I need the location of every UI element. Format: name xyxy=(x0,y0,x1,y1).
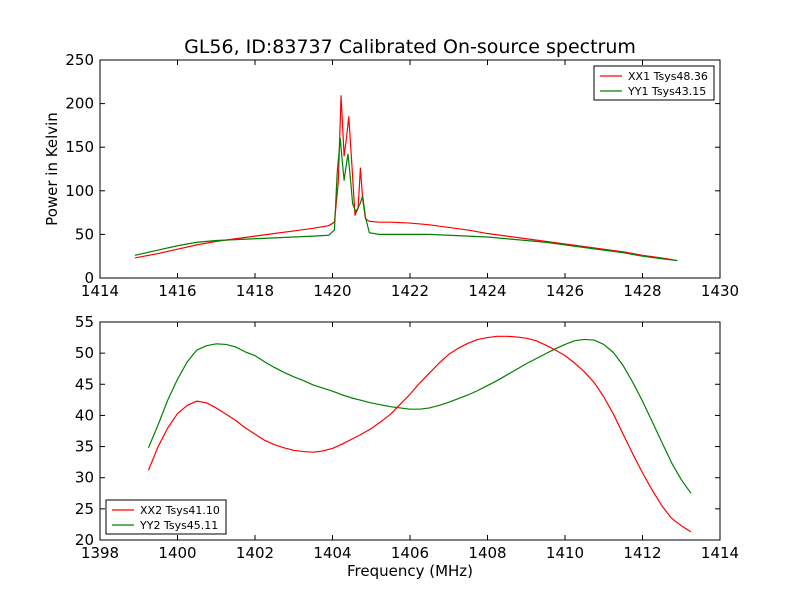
y-tick-label: 0 xyxy=(84,269,94,287)
x-tick-label: 1408 xyxy=(468,544,506,562)
x-tick-label: 1426 xyxy=(546,282,584,300)
series-line-yy xyxy=(147,338,692,494)
legend-entry: YY1 Tsys43.15 xyxy=(627,85,706,98)
y-tick-label: 30 xyxy=(75,469,94,487)
y-tick-label: 200 xyxy=(65,95,94,113)
x-tick-label: 1416 xyxy=(158,282,196,300)
x-axis-label: Frequency (MHz) xyxy=(347,562,473,580)
y-tick-label: 55 xyxy=(75,313,94,331)
y-tick-label: 50 xyxy=(75,225,94,243)
x-tick-label: 1412 xyxy=(623,544,661,562)
series-group xyxy=(147,335,692,533)
legend-box xyxy=(105,499,227,535)
x-tick-label: 1406 xyxy=(391,544,429,562)
x-tick-label: 1422 xyxy=(391,282,429,300)
y-tick-label: 100 xyxy=(65,182,94,200)
series-group xyxy=(134,95,678,262)
x-tick-label: 1414 xyxy=(81,282,119,300)
x-tick-label: 1430 xyxy=(701,282,739,300)
series-line-yy xyxy=(134,137,678,262)
y-tick-label: 250 xyxy=(65,51,94,69)
y-tick-label: 45 xyxy=(75,375,94,393)
top-panel: 1414 1416 1418 1420 1422 1424 1426 1428 1430 0 50 1… xyxy=(43,51,739,300)
x-tick-label: 1414 xyxy=(701,544,739,562)
legend-box xyxy=(593,65,715,101)
y-tick-label: 35 xyxy=(75,438,94,456)
x-tick-label: 1402 xyxy=(236,544,274,562)
y-tick-label: 40 xyxy=(75,406,94,424)
legend-entry: XX2 Tsys41.10 xyxy=(140,504,220,517)
series-line-xx xyxy=(134,95,678,262)
x-tick-label: 1420 xyxy=(313,282,351,300)
y-tick-label: 50 xyxy=(75,344,94,362)
y-tick-label: 20 xyxy=(75,531,94,549)
x-tick-label: 1398 xyxy=(81,544,119,562)
bottom-panel: 1398 1400 1402 1404 1406 1408 1410 1412 1414 20 25… xyxy=(75,313,739,580)
legend-entry: YY2 Tsys45.11 xyxy=(139,519,218,532)
y-axis-label: Power in Kelvin xyxy=(43,112,61,226)
y-tick-label: 150 xyxy=(65,138,94,156)
x-tick-label: 1428 xyxy=(623,282,661,300)
x-tick-label: 1404 xyxy=(313,544,351,562)
x-tick-label: 1418 xyxy=(236,282,274,300)
figure-title: GL56, ID:83737 Calibrated On-source spec… xyxy=(184,36,636,58)
x-tick-label: 1424 xyxy=(468,282,506,300)
y-tick-label: 25 xyxy=(75,500,94,518)
x-tick-label: 1410 xyxy=(546,544,584,562)
legend: XX2 Tsys41.10 YY2 Tsys45.11 xyxy=(105,499,227,535)
x-tick-label: 1400 xyxy=(158,544,196,562)
legend: XX1 Tsys48.36 YY1 Tsys43.15 xyxy=(593,65,715,101)
series-line-xx xyxy=(147,335,692,533)
legend-entry: XX1 Tsys48.36 xyxy=(628,70,708,83)
